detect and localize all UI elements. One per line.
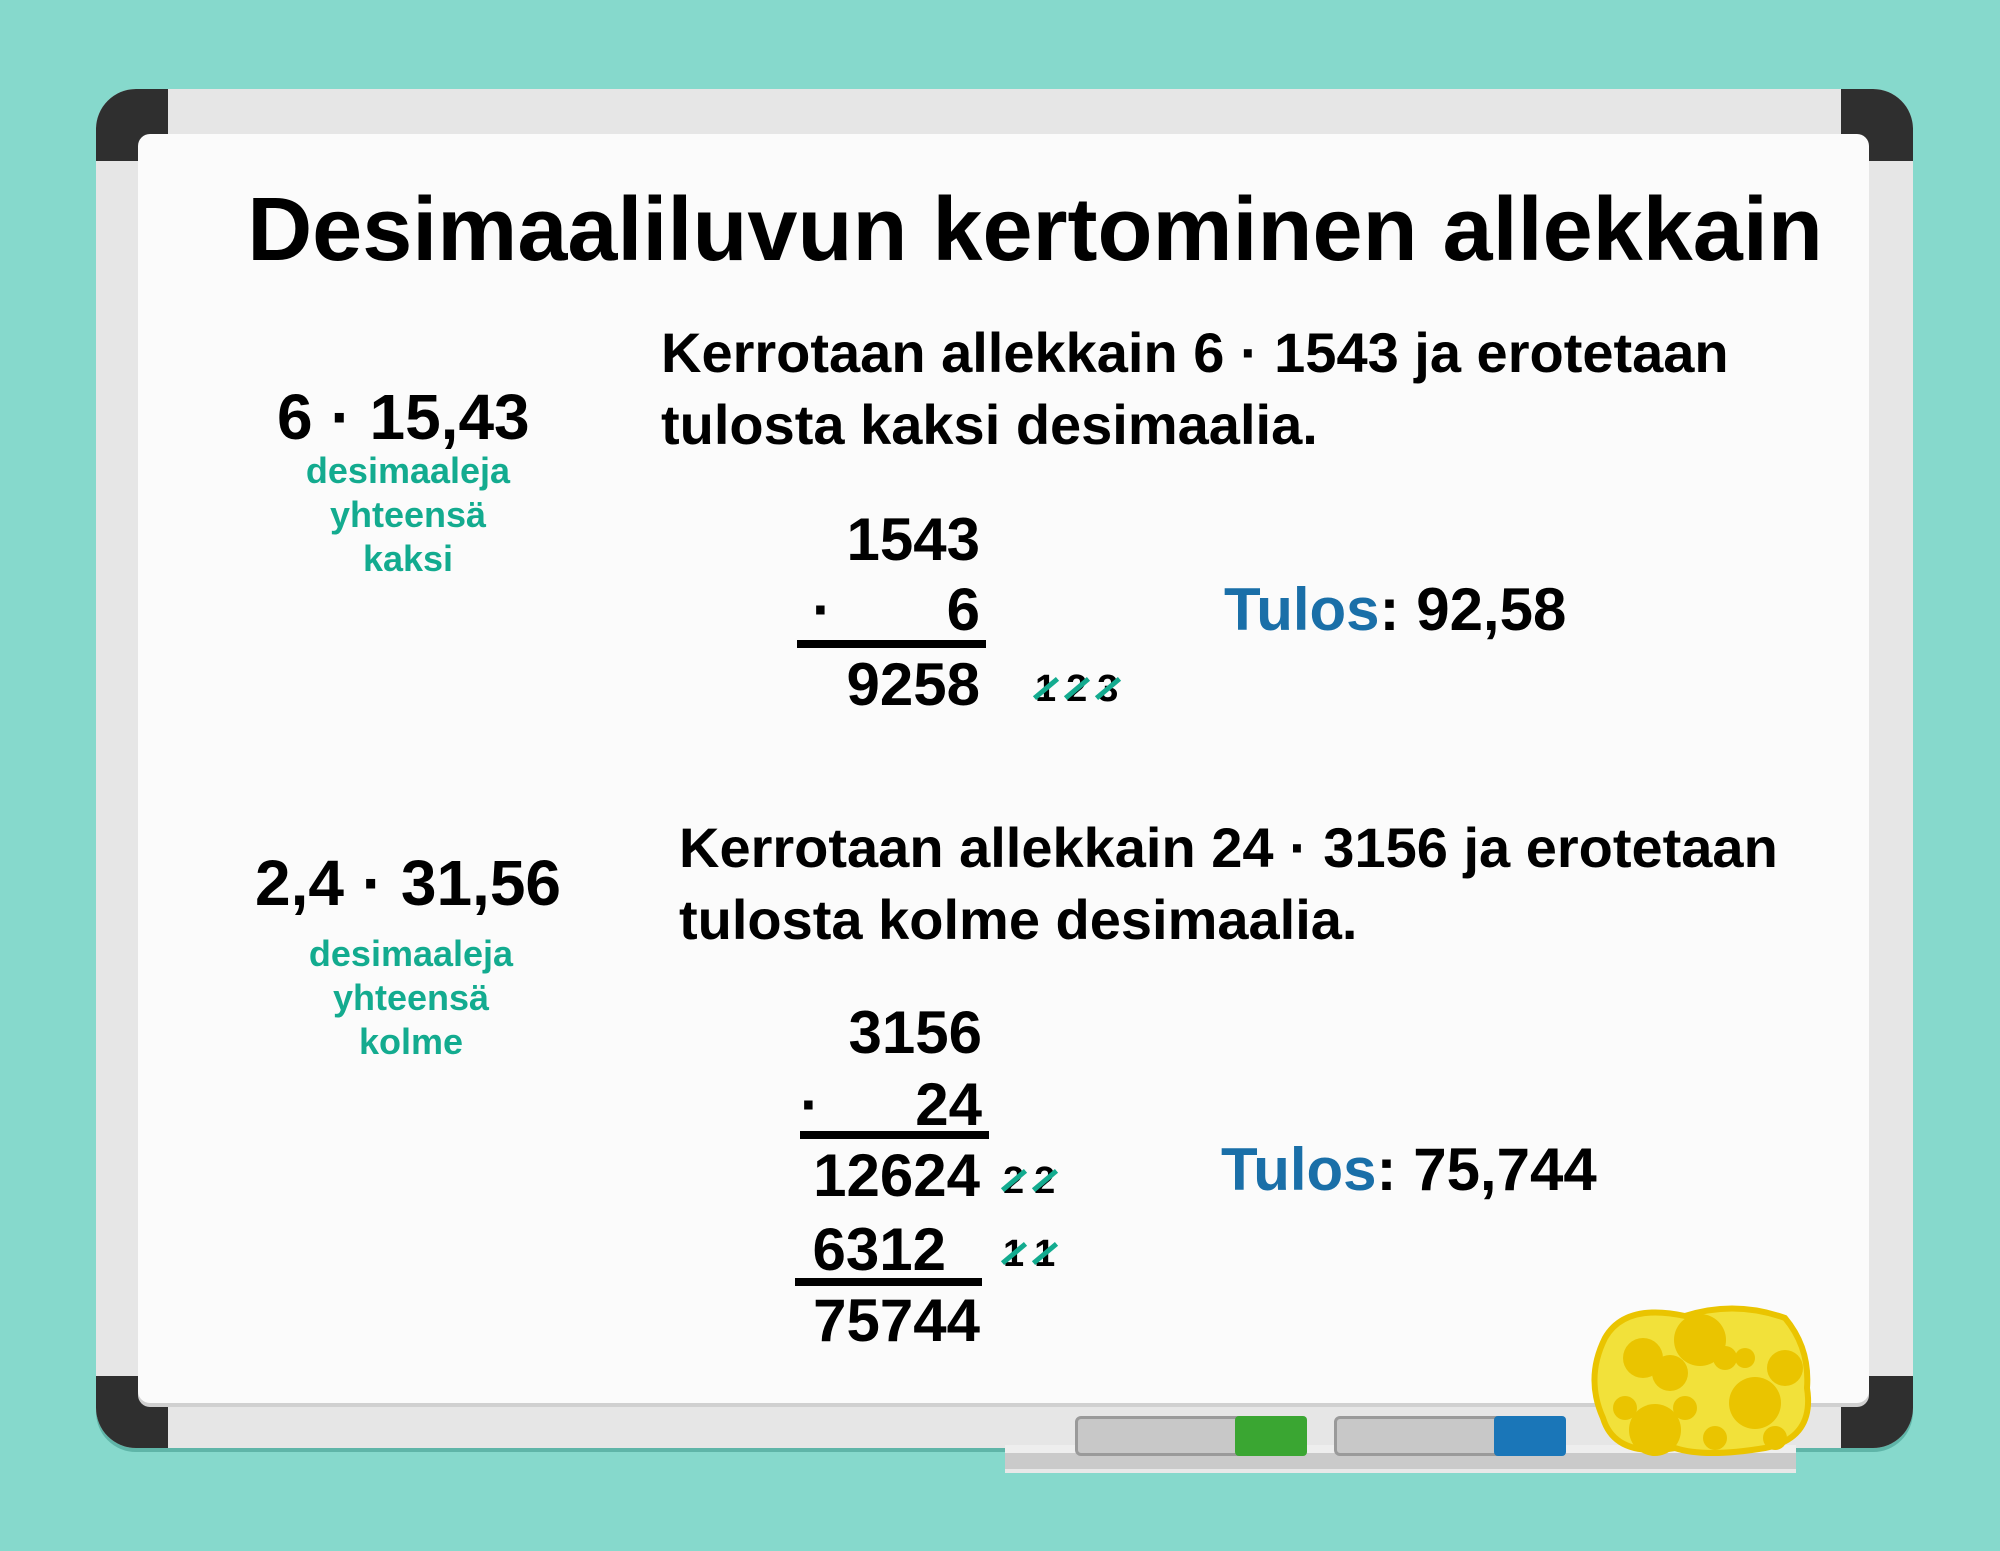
multiplicand-1: 1543 [846,506,980,573]
note-line: yhteensä [332,977,490,1018]
explanation-1: Kerrotaan allekkain 6 · 1543 ja erotetaa… [661,317,1729,461]
result-label: Tulos [1221,1136,1377,1203]
explanation-2: Kerrotaan allekkain 24 · 3156 ja eroteta… [679,812,1778,956]
result-value: : 92,58 [1379,576,1567,643]
sum-line [795,1278,982,1286]
carry-digit: 1 [1034,1233,1056,1275]
note-line: desimaaleja [308,933,514,974]
total-product: 75744 [813,1287,980,1354]
multiplicand-2: 3156 [848,999,982,1066]
note-line: kolme [358,1021,464,1062]
marker-blue-icon[interactable] [1334,1416,1566,1456]
multiply-operator-1: · [812,576,832,643]
result-value: : 75,744 [1376,1136,1597,1203]
carry-digit: 3 [1097,668,1119,710]
partial-product: 9258 [846,651,980,718]
partial-product: 12624 [813,1142,980,1209]
explanation-line: Kerrotaan allekkain 6 · 1543 ja erotetaa… [661,321,1729,384]
carry-digit: 1 [1035,668,1057,710]
multiplier-1: 6 [946,576,980,643]
sum-line [800,1131,989,1139]
result-2: Tulos: 75,744 [1221,1140,1597,1200]
explanation-line: tulosta kaksi desimaalia. [661,393,1318,456]
carry-digit: 2 [1034,1160,1056,1202]
sum-line [797,640,986,648]
carry-digit: 2 [1003,1160,1025,1202]
note-line: kaksi [362,538,454,579]
carry-digit: 1 [1003,1233,1025,1275]
decimal-note-2: desimaaleja yhteensä kolme [281,932,541,1064]
page-title: Desimaaliluvun kertominen allekkain [247,180,1823,280]
marker-green-icon[interactable] [1075,1416,1307,1456]
expression-2: 2,4 · 31,56 [255,847,561,919]
note-line: desimaaleja [305,450,511,491]
note-line: yhteensä [329,494,487,535]
explanation-line: Kerrotaan allekkain 24 · 3156 ja eroteta… [679,816,1778,879]
carry-digit: 2 [1066,668,1088,710]
expression-1: 6 · 15,43 [277,381,530,453]
sponge-icon[interactable] [1585,1298,1815,1458]
result-1: Tulos: 92,58 [1224,580,1566,640]
result-label: Tulos [1224,576,1380,643]
partial-product: 6312 [812,1216,946,1283]
explanation-line: tulosta kolme desimaalia. [679,888,1358,951]
multiply-operator-2: · [800,1071,820,1138]
multiplier-2: 24 [915,1071,982,1138]
decimal-note-1: desimaaleja yhteensä kaksi [278,449,538,581]
